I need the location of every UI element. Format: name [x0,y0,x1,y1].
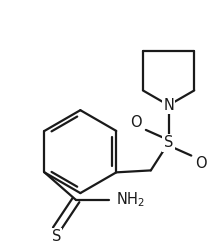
Text: O: O [130,115,142,129]
Text: N: N [163,98,174,113]
Text: O: O [195,156,207,171]
Text: S: S [164,135,173,150]
Text: S: S [52,229,61,244]
Text: NH$_2$: NH$_2$ [115,191,144,209]
